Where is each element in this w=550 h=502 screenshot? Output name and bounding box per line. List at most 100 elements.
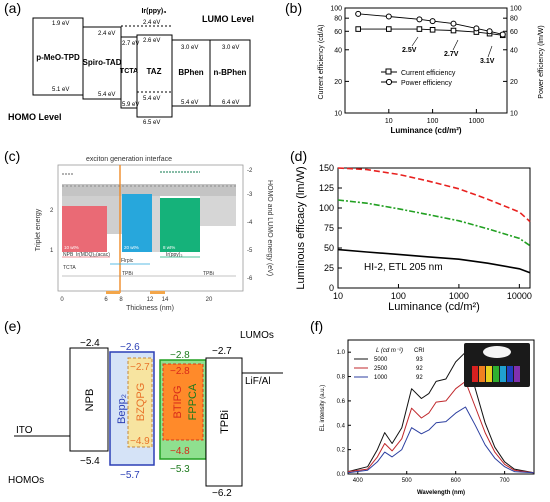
- energy-level-diagram-a: p-MeO-TPD Spiro-TAD TCTA Ir(ppy)₃ TAZ BP…: [8, 8, 254, 126]
- data-point-power: [486, 28, 493, 35]
- energy-label: 6.5 eV: [143, 120, 160, 126]
- panel-label-e: (e): [4, 318, 22, 334]
- layer-label: Ir(ppy)₃: [166, 252, 182, 258]
- data-point-current: [429, 26, 436, 33]
- legend-value: 92: [416, 375, 423, 381]
- y-axis-label-c: Triplet energy: [35, 208, 42, 251]
- y-tick-c: 2: [50, 208, 54, 214]
- data-point-power: [416, 16, 423, 23]
- y-tick-f: 0.8: [337, 375, 346, 381]
- energy-value: −2.4: [80, 338, 100, 349]
- energy-label: 5.4 eV: [181, 100, 198, 106]
- device-photo: [464, 343, 530, 387]
- material-label-bepp2: Bepp₂: [116, 394, 128, 424]
- layer-box-taz: [136, 34, 173, 118]
- layer-box-bzqpg: [127, 357, 153, 448]
- material-label-npb: NPB: [84, 389, 96, 412]
- y2-tick-b: 40: [510, 47, 518, 54]
- percent-label: 20 wt%: [124, 245, 139, 250]
- material-label-irppy: Ir(ppy)₃: [141, 8, 166, 15]
- luminous-efficacy-chart-d: Luminous efficacy (lm/W) Luminance (cd/m…: [295, 163, 532, 313]
- y-tick-f: 0.4: [337, 423, 346, 429]
- energy-value: −4.9: [130, 436, 150, 447]
- y-tick-f: 0.0: [337, 472, 346, 478]
- energy-label: 1.9 eV: [52, 21, 69, 27]
- material-label-fppca: FPPCA: [187, 383, 199, 420]
- efficacy-series-line: [337, 199, 531, 247]
- lif-label: LiF/Al: [245, 376, 271, 387]
- energy-label: 2.4 eV: [98, 31, 115, 37]
- tpbi-region: [200, 196, 236, 226]
- zone-marker: [150, 291, 165, 294]
- x-tick-b: 10: [385, 118, 393, 125]
- y2-tick-c: -5: [247, 248, 253, 254]
- data-point-current: [416, 26, 423, 32]
- plot-frame-b: [344, 7, 508, 114]
- energy-value: −5.3: [170, 464, 190, 475]
- blue-emitter-region: [122, 194, 152, 252]
- panel-label-b: (b): [285, 0, 303, 16]
- legend-header-cri: CRI: [414, 348, 425, 354]
- y-tick-d: 75: [324, 223, 334, 233]
- energy-label: 5.9 eV: [122, 102, 139, 108]
- material-label-bphen: BPhen: [178, 68, 203, 77]
- y-tick-b: 40: [334, 47, 342, 54]
- layer-box-btipg: [162, 363, 204, 441]
- data-point-power: [429, 18, 436, 25]
- data-point-current: [385, 26, 392, 32]
- layer-box-n-bphen: [209, 39, 251, 107]
- y2-axis-label-b: Power efficiency (lm/W): [538, 25, 545, 98]
- y2-tick-b: 20: [510, 79, 518, 86]
- layer-label: TCTA: [63, 265, 76, 271]
- layer-box-npb: [69, 347, 109, 452]
- data-point-power: [450, 20, 457, 27]
- legend-value: 93: [416, 357, 423, 363]
- diagram-title-c: exciton generation interface: [86, 156, 172, 163]
- legend-value: 92: [416, 366, 423, 372]
- energy-diagram-e: LUMOs HOMOs ITO LiF/Al NPB Bepp₂ BZQPG B…: [8, 330, 283, 499]
- x-tick-d: 100: [391, 291, 406, 301]
- layer-box-tpbi: [205, 357, 243, 487]
- data-point-power: [355, 10, 362, 17]
- y2-tick-b: 100: [510, 6, 522, 13]
- x-tick-b: 1000: [469, 118, 485, 125]
- panel-f: (f) EL intensity (a.u.) Wavelength (nm) …: [300, 318, 550, 497]
- energy-label: 5.4 eV: [143, 96, 160, 102]
- y-axis-label-d: Luminous efficacy (lm/W): [295, 166, 307, 289]
- energy-value: −5.4: [80, 456, 100, 467]
- percent-label: 10 wt%: [64, 245, 79, 250]
- y-tick-d: 150: [319, 163, 334, 173]
- panel-b: (b) Current efficiency (cd/A) Power effi…: [275, 0, 550, 140]
- material-label-p-meo-tpd: p-MeO-TPD: [36, 53, 80, 62]
- plot-frame-f: [347, 339, 535, 475]
- layer-label: Flrpic: [121, 258, 134, 264]
- efficiency-chart-b: Current efficiency (cd/A) Power efficien…: [318, 6, 545, 136]
- legend-value: 1000: [374, 375, 388, 381]
- y-tick-d: 0: [329, 283, 334, 293]
- layer-label: NPB: [63, 252, 74, 258]
- x-tick-d: 10000: [507, 291, 532, 301]
- panel-label-d: (d): [290, 148, 308, 164]
- energy-value: −5.7: [120, 470, 140, 481]
- energy-value: −6.2: [212, 488, 232, 497]
- y-tick-d: 50: [324, 243, 334, 253]
- x-axis-label-d: Luminance (cd/m²): [388, 301, 480, 313]
- energy-value: −2.7: [130, 362, 150, 373]
- red-emitter-region: [62, 206, 107, 252]
- x-tick-c: 12: [147, 297, 154, 303]
- material-label-n-bphen: n-BPhen: [214, 68, 247, 77]
- y-tick-d: 100: [319, 203, 334, 213]
- energy-label: 3.0 eV: [181, 45, 198, 51]
- x-tick-c: 6: [104, 297, 108, 303]
- energy-value: −2.8: [170, 350, 190, 361]
- energy-value: −2.6: [120, 342, 140, 353]
- y2-tick-b: 80: [510, 16, 518, 23]
- x-tick-c: 0: [60, 297, 64, 303]
- spectrum-line-5000: [347, 351, 535, 474]
- data-point-power: [473, 25, 480, 32]
- x-tick-f: 400: [353, 478, 364, 484]
- el-spectrum-chart-f: EL intensity (a.u.) Wavelength (nm) 1.0 0…: [320, 339, 535, 496]
- energy-label: 5.4 eV: [98, 92, 115, 98]
- legend-header-luminance: L (cd m⁻²): [376, 348, 403, 354]
- y2-tick-c: -4: [247, 220, 253, 226]
